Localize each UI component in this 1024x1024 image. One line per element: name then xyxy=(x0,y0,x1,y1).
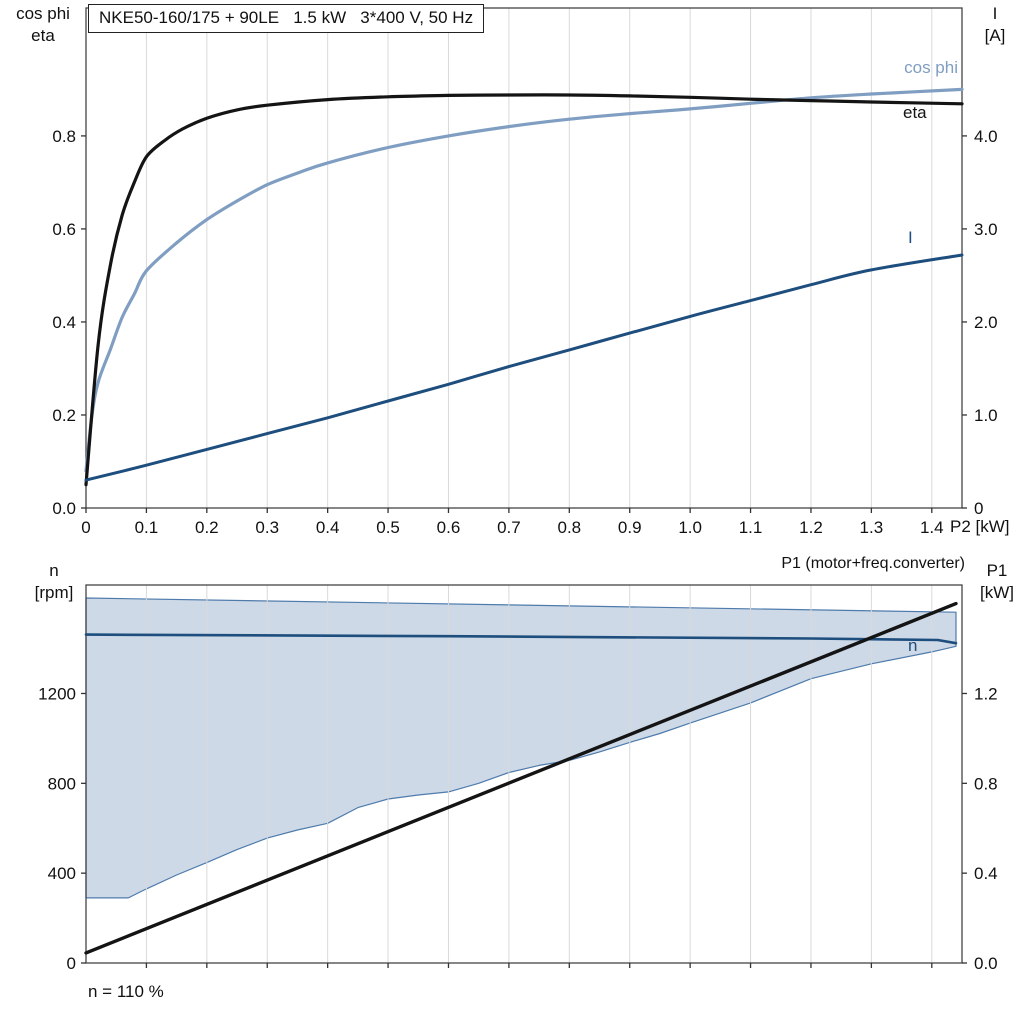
svg-text:0.8: 0.8 xyxy=(52,127,76,146)
current-curve-label: I xyxy=(908,228,913,247)
chart-title: NKE50-160/175 + 90LE 1.5 kW 3*400 V, 50 … xyxy=(88,4,485,33)
svg-text:4.0: 4.0 xyxy=(974,127,998,146)
svg-text:400: 400 xyxy=(48,864,76,883)
svg-text:0.3: 0.3 xyxy=(255,518,279,537)
svg-text:0: 0 xyxy=(974,499,983,518)
bottom-chart: 0 400 800 1200 0.0 0.4 0.8 1.2 xyxy=(38,584,998,973)
eta-axis-label: eta xyxy=(31,26,55,45)
svg-text:0.4: 0.4 xyxy=(52,313,76,332)
svg-text:1200: 1200 xyxy=(38,684,76,703)
cos-phi-curve-label: cos phi xyxy=(904,58,958,77)
svg-text:0.5: 0.5 xyxy=(376,518,400,537)
svg-text:1.1: 1.1 xyxy=(739,518,763,537)
cos-phi-axis-label: cos phi xyxy=(16,4,70,23)
svg-text:0.7: 0.7 xyxy=(497,518,521,537)
svg-text:0.0: 0.0 xyxy=(52,499,76,518)
p1-curve-annotation: P1 (motor+freq.converter) xyxy=(781,555,965,572)
svg-text:0.6: 0.6 xyxy=(437,518,461,537)
speed-curve-label: n xyxy=(908,636,918,655)
speed-footnote: n = 110 % xyxy=(88,982,164,1001)
bottom-right-axis-title: P1 [kW] xyxy=(972,560,1022,604)
svg-text:1.4: 1.4 xyxy=(920,518,944,537)
svg-text:0.2: 0.2 xyxy=(195,518,219,537)
svg-text:1.0: 1.0 xyxy=(974,406,998,425)
svg-text:1.2: 1.2 xyxy=(974,684,998,703)
svg-text:0.4: 0.4 xyxy=(316,518,340,537)
svg-text:0.0: 0.0 xyxy=(974,954,998,973)
svg-text:0.1: 0.1 xyxy=(135,518,159,537)
svg-text:1.2: 1.2 xyxy=(799,518,823,537)
p1-unit-label: [kW] xyxy=(980,583,1014,602)
svg-text:0: 0 xyxy=(67,954,76,973)
svg-text:800: 800 xyxy=(48,774,76,793)
svg-text:0.2: 0.2 xyxy=(52,406,76,425)
svg-text:0: 0 xyxy=(81,518,90,537)
p1-axis-label: P1 xyxy=(986,561,1008,580)
svg-text:2.0: 2.0 xyxy=(974,313,998,332)
svg-text:0.8: 0.8 xyxy=(557,518,581,537)
top-right-axis-title: I [A] xyxy=(972,3,1018,47)
svg-text:0.9: 0.9 xyxy=(618,518,642,537)
eta-curve-label: eta xyxy=(903,103,927,122)
current-axis-label: I xyxy=(992,4,998,23)
speed-unit-label: [rpm] xyxy=(34,583,74,602)
svg-text:1.0: 1.0 xyxy=(678,518,702,537)
bottom-left-axis-title: n [rpm] xyxy=(22,560,86,604)
x-axis-label: P2 [kW] xyxy=(950,517,1010,536)
svg-text:0.8: 0.8 xyxy=(974,774,998,793)
svg-text:0.4: 0.4 xyxy=(974,864,998,883)
top-left-axis-title: cos phi eta xyxy=(4,3,82,47)
svg-text:1.3: 1.3 xyxy=(860,518,884,537)
speed-axis-label: n xyxy=(49,561,59,580)
top-chart: 0 0.1 0.2 0.3 0.4 0.5 0.6 0.7 0.8 0.9 1.0 1.1 1.2 1.3… xyxy=(52,7,998,537)
current-unit-label: [A] xyxy=(984,26,1006,45)
svg-text:3.0: 3.0 xyxy=(974,220,998,239)
svg-text:0.6: 0.6 xyxy=(52,220,76,239)
